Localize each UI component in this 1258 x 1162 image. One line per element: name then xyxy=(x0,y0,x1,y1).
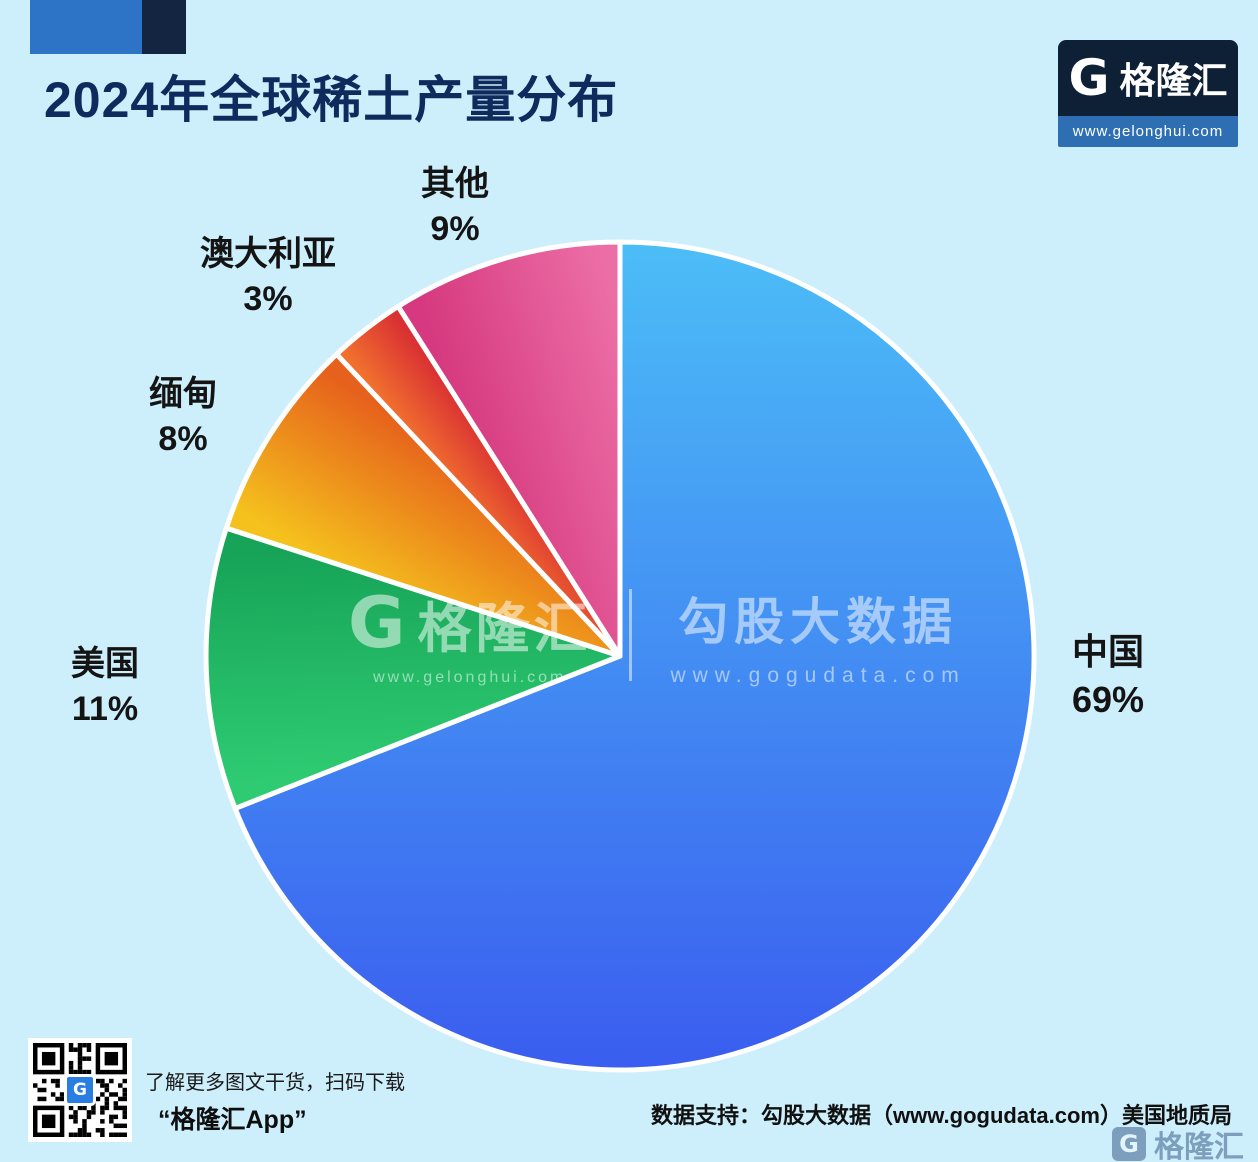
slice-percent: 11% xyxy=(71,689,139,728)
pie-slice-2 xyxy=(223,351,623,659)
slice-label-australia: 澳大利亚 3% xyxy=(156,232,380,322)
slice-name: 其他 xyxy=(421,165,489,203)
slice-label-myanmar: 缅甸 8% xyxy=(98,372,268,462)
corner-brand-logo: G 格隆汇 xyxy=(1112,1122,1244,1162)
slice-name: 美国 xyxy=(71,645,139,683)
brand-logo-row: G 格隆汇 xyxy=(1058,40,1238,116)
qr-pattern xyxy=(33,1043,127,1137)
decorative-block-blue xyxy=(30,0,142,54)
page-title: 2024年全球稀土产量分布 xyxy=(44,72,619,128)
brand-name: 格隆汇 xyxy=(1119,60,1228,101)
decorative-block-navy xyxy=(142,0,186,54)
slice-label-china: 中国 69% xyxy=(1018,628,1198,723)
qr-center-g-icon: G xyxy=(64,1074,96,1106)
qr-code: G xyxy=(28,1038,132,1142)
slice-percent: 9% xyxy=(430,209,480,248)
slice-percent: 69% xyxy=(1071,678,1145,720)
pie-slice-1 xyxy=(203,525,623,811)
pie-slice-4 xyxy=(395,239,623,659)
slice-percent: 3% xyxy=(243,279,293,318)
pie-slice-0 xyxy=(232,239,1037,1073)
slice-label-usa: 美国 11% xyxy=(20,642,190,732)
brand-logo-box: G 格隆汇 www.gelonghui.com xyxy=(1058,40,1238,147)
slice-label-others: 其他 9% xyxy=(370,162,540,252)
slice-name: 澳大利亚 xyxy=(200,235,336,273)
slice-name: 缅甸 xyxy=(149,375,217,413)
slice-percent: 8% xyxy=(158,419,208,458)
brand-url: www.gelonghui.com xyxy=(1058,116,1238,147)
slice-name: 中国 xyxy=(1071,631,1144,672)
data-source-note: 数据支持：勾股大数据（www.gogudata.com）美国地质局 xyxy=(651,1103,1232,1128)
qr-caption-line2: “格隆汇App” xyxy=(158,1106,307,1134)
gelonghui-g-icon: G xyxy=(1068,49,1110,107)
corner-brand-name: 格隆汇 xyxy=(1154,1131,1244,1162)
corner-g-icon: G xyxy=(1112,1127,1146,1161)
qr-caption-line1: 了解更多图文干货，扫码下载 xyxy=(145,1072,405,1094)
